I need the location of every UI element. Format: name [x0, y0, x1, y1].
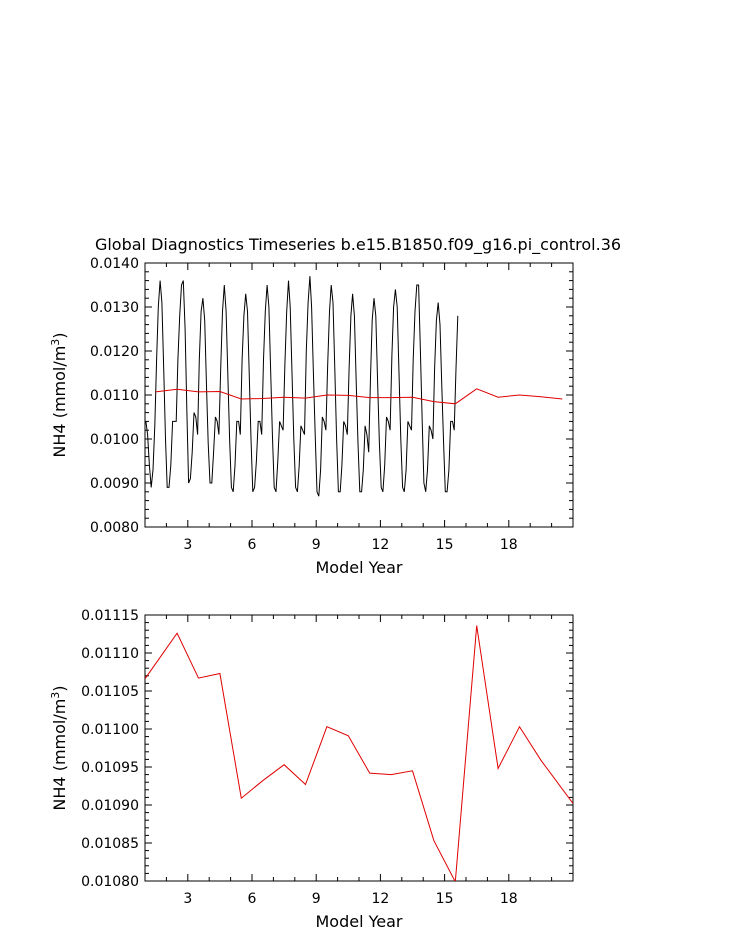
- annual-mean-series-line: [155, 388, 563, 405]
- y-tick-label: 0.01105: [81, 684, 139, 700]
- x-tick-label: 3: [183, 537, 192, 553]
- y-tick-label: 0.0080: [90, 520, 139, 536]
- x-tick-label: 3: [183, 891, 192, 907]
- y-tick-label: 0.0140: [90, 256, 139, 272]
- x-tick-label: 12: [371, 537, 389, 553]
- monthly-series-line: [145, 276, 459, 497]
- annual-mean-series-line: [145, 625, 573, 881]
- x-tick-label: 9: [312, 537, 321, 553]
- x-tick-label: 9: [312, 891, 321, 907]
- x-tick-label: 6: [248, 537, 257, 553]
- y-axis-label: NH4 (mmol/m3): [49, 332, 69, 457]
- x-tick-label: 15: [436, 537, 454, 553]
- y-tick-label: 0.01115: [81, 608, 139, 624]
- x-tick-label: 12: [371, 891, 389, 907]
- y-tick-label: 0.01095: [81, 760, 139, 776]
- timeseries-plot-top: 3 6 9 12 15 18 0.0080 0.0090 0.0100 0.0110 0.0120 0…: [49, 256, 574, 577]
- y-tick-label: 0.01110: [81, 646, 139, 662]
- x-tick-label: 6: [248, 891, 257, 907]
- x-axis-label: Model Year: [316, 558, 403, 577]
- y-tick-label: 0.0100: [90, 432, 139, 448]
- y-tick-label: 0.01090: [81, 798, 139, 814]
- x-tick-label: 15: [436, 891, 454, 907]
- y-tick-label: 0.0110: [90, 388, 139, 404]
- x-tick-label: 18: [500, 891, 518, 907]
- plot-frame: [144, 262, 574, 528]
- y-tick-label: 0.01085: [81, 836, 139, 852]
- y-axis-label: NH4 (mmol/m3): [49, 685, 69, 810]
- y-tick-label: 0.0130: [90, 300, 139, 316]
- chart-title: Global Diagnostics Timeseries b.e15.B185…: [95, 235, 621, 255]
- y-tick-label: 0.01100: [81, 722, 139, 738]
- y-tick-label: 0.0120: [90, 344, 139, 360]
- y-tick-label: 0.01080: [81, 874, 139, 890]
- x-axis-label: Model Year: [316, 912, 403, 931]
- annual-mean-plot-bottom: 3 6 9 12 15 18 0.01080 0.01085 0.01090 0.01095 0.0…: [49, 608, 574, 931]
- y-tick-label: 0.0090: [90, 476, 139, 492]
- x-tick-label: 18: [500, 537, 518, 553]
